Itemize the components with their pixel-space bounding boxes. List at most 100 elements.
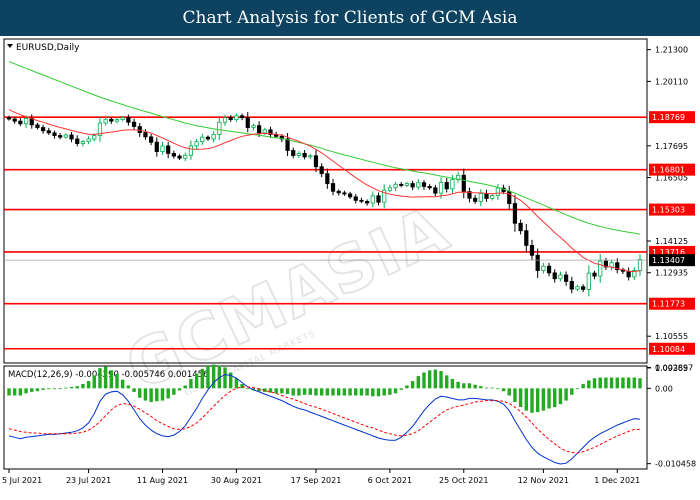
candle — [330, 178, 336, 196]
candle — [404, 181, 410, 188]
candle-body — [637, 259, 643, 271]
candle-body — [410, 183, 415, 188]
candle — [416, 179, 421, 190]
candle — [518, 219, 523, 235]
candle — [251, 123, 256, 131]
candle-body — [518, 222, 523, 232]
candle — [228, 115, 233, 122]
macd-histogram-bar — [7, 388, 11, 396]
candle-body — [52, 132, 57, 136]
macd-histogram-bar — [342, 388, 347, 396]
macd-panel: MACD(12,26,9) -0.004290 -0.005746 0.0014… — [3, 363, 696, 470]
level-label-bg — [649, 297, 695, 310]
candle-body — [6, 117, 12, 120]
candle — [336, 189, 341, 196]
macd-histogram-bar — [416, 376, 421, 389]
macd-histogram-bar — [535, 388, 540, 413]
time-tick-label: 25 Oct 2021 — [439, 476, 488, 485]
candle-body — [251, 125, 256, 128]
candle-body — [330, 183, 336, 192]
candle-body — [285, 138, 290, 151]
macd-histogram-bar — [325, 388, 330, 396]
candle-body — [563, 274, 569, 282]
candle-body — [205, 136, 211, 140]
price-panel-symbol: EURUSD,Daily — [16, 43, 80, 53]
candle-body — [325, 173, 330, 184]
macd-histogram-bar — [393, 388, 398, 394]
time-tick-label: 12 Nov 2021 — [518, 476, 569, 485]
macd-histogram-bar — [143, 388, 148, 401]
candle — [353, 194, 358, 204]
candle — [484, 189, 489, 202]
candle — [427, 184, 432, 190]
support-resistance-levels — [4, 116, 647, 350]
price-tick-label: 1.20110 — [655, 77, 688, 86]
candle — [319, 163, 324, 178]
candle-body — [268, 129, 273, 135]
candle-body — [245, 117, 250, 128]
candle-body — [376, 195, 381, 203]
macd-histogram-bar — [263, 388, 267, 392]
candle — [541, 262, 546, 274]
macd-histogram-bar — [285, 388, 290, 395]
macd-histogram-bar — [308, 388, 312, 395]
candle-body — [529, 244, 535, 256]
current-price-marker: 1.13407 — [4, 254, 695, 267]
candle-body — [399, 183, 404, 186]
candle — [461, 168, 466, 199]
candle-body — [535, 254, 540, 271]
macd-histogram-bar — [217, 365, 222, 389]
candle — [524, 224, 529, 253]
candle — [69, 132, 74, 143]
candle — [586, 265, 591, 297]
macd-histogram-bar — [149, 388, 153, 403]
macd-histogram-bar — [109, 370, 114, 389]
time-tick-label: 30 Aug 2021 — [211, 476, 262, 485]
macd-histogram-bar — [473, 384, 477, 389]
candle — [12, 116, 17, 124]
level-label-bg — [649, 203, 695, 216]
macd-histogram-bar — [467, 383, 472, 389]
level-label: 1.18769 — [652, 113, 685, 122]
candle-body — [569, 280, 574, 290]
macd-histogram-bar — [98, 368, 102, 389]
macd-histogram-bar — [388, 388, 392, 395]
candle-body — [478, 192, 483, 202]
level-label: 1.13716 — [652, 248, 685, 257]
candle-body — [495, 187, 500, 196]
candle — [359, 197, 364, 204]
candle — [569, 276, 574, 294]
candle-body — [467, 191, 472, 199]
candle — [592, 270, 597, 280]
candle-body — [92, 135, 97, 140]
candle-body — [188, 145, 194, 156]
candle — [154, 137, 159, 157]
candle-body — [234, 115, 239, 120]
candle — [529, 239, 535, 261]
candle — [120, 115, 125, 122]
macd-histogram-bar — [75, 386, 79, 389]
candle-body — [484, 192, 489, 199]
macd-histogram-bar — [479, 386, 483, 389]
candle-body — [308, 155, 313, 158]
candle — [205, 135, 211, 141]
macd-histogram-bar — [337, 388, 341, 396]
ma-slow-line — [8, 61, 641, 235]
candle-body — [450, 179, 455, 190]
candle — [268, 126, 273, 138]
candle-body — [41, 127, 46, 132]
price-panel-menu-icon[interactable] — [7, 44, 13, 48]
macd-histogram-bar — [274, 388, 278, 394]
price-tick-label: 1.14125 — [655, 237, 688, 246]
candle — [495, 183, 500, 201]
macd-histogram-bar — [592, 378, 597, 389]
macd-line — [8, 374, 641, 465]
candle-body — [35, 124, 40, 128]
macd-histogram-bar — [439, 371, 443, 389]
candle — [131, 118, 137, 130]
candle-body — [626, 270, 631, 278]
macd-histogram-bar — [246, 388, 250, 390]
candle — [296, 151, 302, 159]
macd-histogram-bar — [450, 378, 455, 389]
candle — [177, 154, 182, 161]
